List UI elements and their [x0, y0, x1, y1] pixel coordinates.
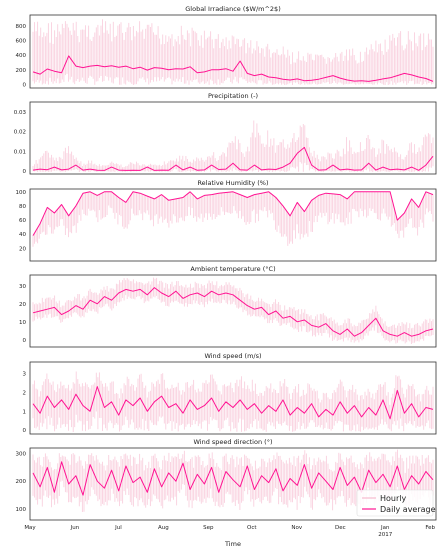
x-tick-label: Jan [380, 525, 390, 531]
y-tick-label: 600 [16, 39, 27, 45]
daily-average-series [32, 191, 434, 236]
panel-title: Global Irradiance ($W/m^2$) [185, 5, 280, 13]
x-tick-label: Nov [291, 525, 302, 531]
hourly-series [32, 120, 434, 172]
daily-average-series [32, 461, 434, 496]
x-tick-label: Feb [425, 525, 435, 531]
x-tick-label: Dec [335, 525, 346, 531]
y-tick-label: 1 [23, 409, 27, 415]
y-tick-label: 100 [16, 507, 27, 513]
y-tick-label: 300 [16, 452, 27, 458]
x-axis-label: Time [224, 540, 241, 548]
y-tick-label: 0 [23, 169, 27, 175]
panel-4: Ambient temperature (°C) 0 10 20 30 [19, 265, 437, 348]
y-tick-label: 2 [23, 390, 27, 396]
panel-frame [29, 447, 437, 521]
panel-frame [29, 188, 437, 262]
x-tick-label: Aug [158, 525, 169, 531]
x-tick-label: Jun [70, 525, 80, 531]
hourly-series [32, 19, 434, 85]
y-tick-label: 400 [16, 53, 27, 59]
panel-frame [29, 14, 437, 89]
panel-3: Relative Humidity (%) 20 40 60 80 100 [16, 179, 437, 262]
y-tick-label: 0.01 [14, 149, 26, 155]
x-tick-label: Sep [203, 525, 214, 531]
y-tick-label: 0 [23, 82, 27, 88]
y-tick-label: 80 [19, 204, 26, 210]
y-tick-label: 0 [23, 428, 27, 434]
y-tick-label: 3 [23, 371, 27, 377]
y-tick-label: 100 [16, 190, 27, 196]
y-tick-label: 0.02 [14, 130, 26, 136]
daily-average-series [32, 55, 434, 82]
y-tick-label: 40 [19, 232, 26, 238]
panel-title: Relative Humidity (%) [197, 179, 268, 187]
x-tick-label: Oct [247, 525, 257, 531]
panel-title: Precipitation (-) [208, 92, 258, 100]
panel-2: Precipitation (-) 0 0.01 0.02 0.03 [14, 92, 437, 175]
y-tick-label: 10 [19, 320, 26, 326]
panel-frame [29, 101, 437, 175]
y-tick-label: 200 [16, 68, 27, 74]
daily-average-series [32, 287, 434, 337]
y-tick-label: 60 [19, 218, 26, 224]
panel-frame [29, 274, 437, 348]
legend-label-hourly: Hourly [380, 494, 406, 503]
legend: Hourly Daily average [356, 489, 436, 517]
y-tick-label: 30 [19, 284, 26, 290]
daily-average-series [32, 146, 434, 171]
panel-1: Global Irradiance ($W/m^2$) 0 200 400 600 800 [16, 5, 437, 89]
x-tick-label: Jul [114, 525, 122, 531]
panel-title: Ambient temperature (°C) [190, 265, 275, 273]
hourly-series [32, 191, 434, 247]
y-tick-label: 200 [16, 479, 27, 485]
y-tick-label: 0.03 [14, 110, 27, 116]
x-tick-label: 2017 [378, 532, 392, 538]
y-tick-label: 20 [19, 246, 26, 252]
panel-5: Wind speed (m/s) 0 1 2 3 [23, 352, 437, 435]
legend-label-daily: Daily average [380, 505, 436, 514]
y-tick-label: 800 [16, 24, 27, 30]
y-tick-label: 0 [23, 338, 27, 344]
x-tick-label: May [24, 525, 36, 531]
panel-frame [29, 361, 437, 435]
y-tick-label: 20 [19, 302, 26, 308]
panel-title: Wind speed direction (°) [194, 438, 273, 446]
hourly-series [32, 277, 434, 344]
daily-average-series [32, 386, 434, 420]
panel-title: Wind speed (m/s) [204, 352, 261, 360]
